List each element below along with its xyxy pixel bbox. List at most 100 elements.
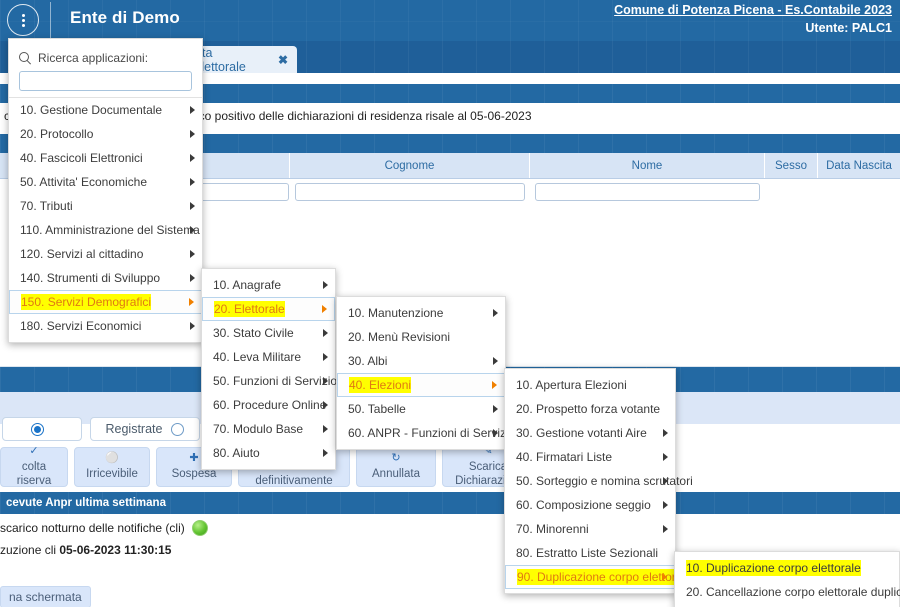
menu-item-apertura-elezioni[interactable]: 10. Apertura Elezioni <box>505 373 675 397</box>
menu-item-prospetto-forza-votante[interactable]: 20. Prospetto forza votante <box>505 397 675 421</box>
chevron-right-icon <box>322 305 327 313</box>
column-header-data-nascita: Data Nascita <box>826 159 892 172</box>
menu-search-label: Ricerca applicazioni: <box>38 51 149 65</box>
bottom-screen-button-label: na schermata <box>9 590 82 604</box>
chevron-right-icon <box>662 573 667 581</box>
chevron-right-icon <box>189 298 194 306</box>
radio-option-registrate[interactable]: Registrate <box>90 417 200 441</box>
menu-item-amministrazione-del-sistema[interactable]: 110. Amministrazione del Sistema <box>9 218 202 242</box>
menu-item-label: 10. Manutenzione <box>348 306 444 320</box>
menu-item-anagrafe[interactable]: 10. Anagrafe <box>202 273 335 297</box>
chevron-right-icon <box>493 357 498 365</box>
menu-item-servizi-economici[interactable]: 180. Servizi Economici <box>9 314 202 338</box>
menu-item-attivita-economiche[interactable]: 50. Attivita' Economiche <box>9 170 202 194</box>
chevron-right-icon <box>190 178 195 186</box>
chevron-right-icon <box>493 429 498 437</box>
menu-search-area: Ricerca applicazioni: <box>9 43 202 98</box>
button-irricevibile[interactable]: ⚪ Irricevibile <box>74 447 150 487</box>
header-divider <box>50 2 51 38</box>
chevron-right-icon <box>323 329 328 337</box>
menu-item-albi[interactable]: 30. Albi <box>337 349 505 373</box>
chevron-right-icon <box>190 106 195 114</box>
menu-item-firmatari-liste[interactable]: 40. Firmatari Liste <box>505 445 675 469</box>
menu-item-label: 40. Fascicoli Elettronici <box>20 151 143 165</box>
menu-item-label: 20. Protocollo <box>20 127 94 141</box>
menu-item-stato-civile[interactable]: 30. Stato Civile <box>202 321 335 345</box>
menu-item-label: 150. Servizi Demografici <box>21 294 152 310</box>
chevron-right-icon <box>663 453 668 461</box>
menu-item-label: 10. Gestione Documentale <box>20 103 163 117</box>
menu-item-elezioni[interactable]: 40. Elezioni <box>337 373 505 397</box>
chevron-right-icon <box>190 250 195 258</box>
app-header: Ente di Demo Comune di Potenza Picena - … <box>0 0 900 41</box>
menu-item-manutenzione[interactable]: 10. Manutenzione <box>337 301 505 325</box>
menu-item-label: 60. Procedure Online <box>213 398 327 412</box>
button-line-1: Irricevibile <box>86 468 138 481</box>
menu-item-funzioni-di-servizio[interactable]: 50. Funzioni di Servizio <box>202 369 338 393</box>
menu-item-label: 10. Apertura Elezioni <box>516 378 627 392</box>
menu-item-procedure-online[interactable]: 60. Procedure Online <box>202 393 335 417</box>
chevron-right-icon <box>323 353 328 361</box>
menu-item-label: 10. Anagrafe <box>213 278 282 292</box>
radio-option-1[interactable] <box>2 417 82 441</box>
application-menu-level-2: 10. Anagrafe 20. Elettorale 30. Stato Ci… <box>201 268 338 470</box>
menu-item-tabelle[interactable]: 50. Tabelle <box>337 397 505 421</box>
chevron-right-icon <box>663 429 668 437</box>
menu-item-fascicoli-elettronici[interactable]: 40. Fascicoli Elettronici <box>9 146 202 170</box>
application-menu-level-3: 10. Manutenzione 20. Menù Revisioni 30. … <box>336 296 515 450</box>
menu-item-composizione-seggio[interactable]: 60. Composizione seggio <box>505 493 675 517</box>
button-accolta-con-riserva[interactable]: ✓ colta riserva <box>0 445 68 487</box>
menu-item-label: 70. Tributi <box>20 199 73 213</box>
menu-item-leva-militare[interactable]: 40. Leva Militare <box>202 345 335 369</box>
vertical-dots-icon[interactable] <box>7 4 39 36</box>
filter-input-nome[interactable] <box>535 183 760 201</box>
button-line-1: Scarica <box>468 461 508 473</box>
menu-item-label: 80. Aiuto <box>213 446 260 460</box>
action-button-row: ✓ colta riserva ⚪ Irricevibile ✚ Sospesa… <box>0 445 900 488</box>
bottom-screen-button[interactable]: na schermata <box>0 586 91 607</box>
search-input[interactable] <box>19 71 192 91</box>
menu-item-aiuto[interactable]: 80. Aiuto <box>202 441 335 465</box>
button-annullata[interactable]: ↻ Annullata <box>356 447 436 487</box>
menu-item-label: 50. Tabelle <box>348 402 406 416</box>
menu-item-label: 140. Strumenti di Sviluppo <box>20 271 161 285</box>
chevron-right-icon <box>190 154 195 162</box>
menu-item-servizi-al-cittadino[interactable]: 120. Servizi al cittadino <box>9 242 202 266</box>
button-line-2: definitivamente <box>255 475 333 488</box>
menu-item-modulo-base[interactable]: 70. Modulo Base <box>202 417 335 441</box>
filter-input-cognome[interactable] <box>295 183 525 201</box>
menu-item-sorteggio-e-nomina-scrutatori[interactable]: 50. Sorteggio e nomina scrutatori <box>505 469 693 493</box>
menu-item-label: 30. Albi <box>348 354 388 368</box>
menu-item-menu-revisioni[interactable]: 20. Menù Revisioni <box>337 325 505 349</box>
menu-item-label: 40. Elezioni <box>349 377 412 393</box>
menu-item-strumenti-di-sviluppo[interactable]: 140. Strumenti di Sviluppo <box>9 266 202 290</box>
menu-item-tributi[interactable]: 70. Tributi <box>9 194 202 218</box>
menu-item-servizi-demografici[interactable]: 150. Servizi Demografici <box>9 290 202 314</box>
menu-item-elettorale[interactable]: 20. Elettorale <box>202 297 335 321</box>
menu-item-label: 20. Menù Revisioni <box>348 330 451 344</box>
menu-search-label-row: Ricerca applicazioni: <box>19 51 192 65</box>
menu-item-label: 80. Estratto Liste Sezionali <box>516 546 659 560</box>
menu-item-gestione-votanti-aire[interactable]: 30. Gestione votanti Aire <box>505 421 675 445</box>
minus-circle-icon: ⚪ <box>105 452 119 465</box>
menu-item-label: 70. Modulo Base <box>213 422 304 436</box>
green-led-icon <box>191 520 208 536</box>
menu-item-estratto-liste-sezionali[interactable]: 80. Estratto Liste Sezionali <box>505 541 675 565</box>
pencil-icon: ✎ <box>483 445 493 458</box>
close-icon[interactable]: ✖ <box>277 52 288 67</box>
menu-item-label: 30. Gestione votanti Aire <box>516 426 647 440</box>
column-header-nome: Nome <box>530 153 765 178</box>
menu-item-protocollo[interactable]: 20. Protocollo <box>9 122 202 146</box>
application-menu-level-1: Ricerca applicazioni: 10. Gestione Docum… <box>8 38 203 343</box>
menu-item-gestione-documentale[interactable]: 10. Gestione Documentale <box>9 98 202 122</box>
menu-item-duplicazione-corpo-elettorale[interactable]: 90. Duplicazione corpo elettorale <box>505 565 692 589</box>
check-icon: ✓ <box>29 445 39 458</box>
menu-item-anpr-funzioni-di-servizio[interactable]: 60. ANPR - Funzioni di Servizio <box>337 421 515 445</box>
chevron-right-icon <box>663 477 668 485</box>
menu-item-label: 50. Funzioni di Servizio <box>213 374 338 388</box>
menu-item-minorenni[interactable]: 70. Minorenni <box>505 517 675 541</box>
menu-item-label: 50. Attivita' Economiche <box>20 175 148 189</box>
menu-item-duplicazione-corpo-elettorale-10[interactable]: 10. Duplicazione corpo elettorale <box>675 556 899 580</box>
menu-item-cancellazione-corpo-elettorale-duplicato[interactable]: 20. Cancellazione corpo elettorale dupli… <box>675 580 900 604</box>
column-header-cognome: Cognome <box>290 153 530 178</box>
